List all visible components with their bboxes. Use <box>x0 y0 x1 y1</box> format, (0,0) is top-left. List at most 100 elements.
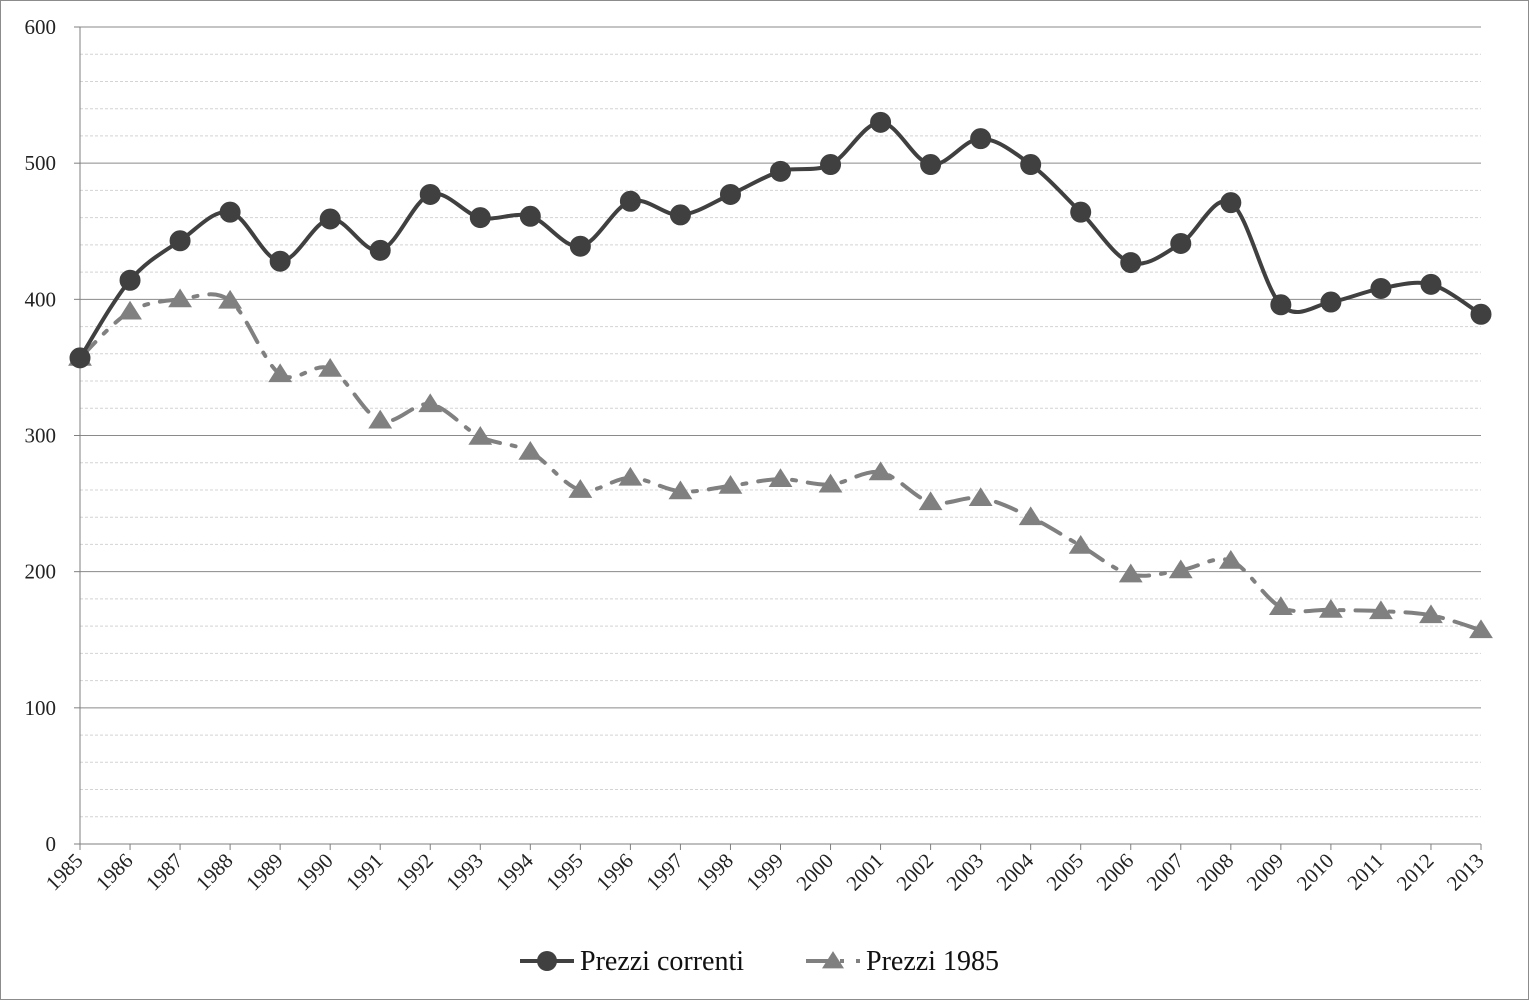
y-tick-label: 100 <box>25 696 57 720</box>
legend-label-1: Prezzi correnti <box>580 946 744 977</box>
x-tick-label: 2002 <box>891 849 938 896</box>
x-tick-label: 1995 <box>541 849 588 896</box>
data-point-triangle <box>568 479 593 498</box>
data-point-triangle <box>668 480 693 500</box>
legend: Prezzi correnti Prezzi 1985 <box>520 946 999 977</box>
x-tick-label: 1991 <box>341 849 388 896</box>
x-tick-label: 2011 <box>1342 849 1388 895</box>
data-point-triangle <box>718 475 743 494</box>
data-point-triangle <box>618 466 643 486</box>
data-point-triangle <box>1318 598 1343 618</box>
data-point-circle <box>1320 291 1342 313</box>
x-tick-label: 2012 <box>1392 849 1439 896</box>
x-tick-label: 1989 <box>241 849 288 896</box>
x-tick-label: 2006 <box>1092 849 1139 896</box>
x-tick-label: 1992 <box>391 849 438 896</box>
data-point-circle <box>1020 154 1042 176</box>
data-point-circle <box>1420 273 1442 295</box>
data-point-triangle <box>1369 600 1393 620</box>
data-point-circle <box>469 207 491 229</box>
data-point-triangle <box>868 461 893 481</box>
data-point-triangle <box>268 363 293 383</box>
data-point-circle <box>519 205 541 227</box>
grid-layer <box>80 26 1481 818</box>
data-point-triangle <box>918 491 943 511</box>
data-point-triangle <box>1268 596 1293 615</box>
data-point-triangle <box>968 487 993 507</box>
data-point-circle <box>119 269 141 291</box>
x-tick-label: 2008 <box>1192 849 1239 896</box>
x-tick-label: 1987 <box>141 849 188 896</box>
y-tick-label: 500 <box>25 151 57 175</box>
data-point-triangle <box>1018 506 1043 526</box>
data-point-triangle <box>468 426 493 445</box>
data-point-circle <box>1070 201 1092 223</box>
series-line-1 <box>78 120 1483 360</box>
legend-marker-circle <box>537 951 557 971</box>
data-point-circle <box>920 154 942 176</box>
data-point-circle <box>1120 252 1142 274</box>
y-tick-label: 200 <box>25 560 57 584</box>
x-tick-label: 1990 <box>291 849 338 896</box>
data-point-triangle <box>218 289 243 309</box>
data-point-triangle <box>318 357 343 377</box>
x-tick-label: 2004 <box>992 848 1039 895</box>
data-point-triangle <box>818 473 843 493</box>
x-tick-label: 2009 <box>1242 849 1289 896</box>
data-point-circle <box>219 201 241 223</box>
x-tick-label: 2010 <box>1292 849 1339 896</box>
x-tick-label: 1994 <box>491 848 538 895</box>
axis-layer <box>74 26 1482 850</box>
data-point-triangle <box>1469 619 1493 639</box>
x-tick-label: 1988 <box>191 849 238 896</box>
data-point-circle <box>569 235 591 257</box>
data-point-circle <box>770 160 791 182</box>
data-point-circle <box>870 111 892 133</box>
data-point-triangle <box>118 300 142 320</box>
legend-marker-triangle <box>822 951 844 969</box>
x-tick-label: 1998 <box>691 849 738 896</box>
y-tick-label: 400 <box>25 287 57 311</box>
y-tick-label: 0 <box>46 832 57 856</box>
data-point-circle <box>820 154 842 176</box>
data-point-triangle <box>1068 534 1093 554</box>
x-tick-label: 2001 <box>841 849 888 896</box>
data-point-circle <box>719 183 741 205</box>
data-point-circle <box>269 250 291 272</box>
data-point-triangle <box>1419 604 1443 624</box>
data-point-triangle <box>1118 563 1143 583</box>
x-tick-label: 2003 <box>942 849 989 896</box>
y-tick-label: 300 <box>25 424 57 448</box>
data-point-circle <box>1220 192 1242 214</box>
data-point-circle <box>669 204 691 226</box>
data-point-circle <box>1270 294 1292 316</box>
data-point-triangle <box>1168 559 1193 579</box>
legend-label-2: Prezzi 1985 <box>866 946 999 977</box>
x-tick-label: 2007 <box>1142 849 1189 896</box>
data-point-circle <box>169 230 191 252</box>
data-point-triangle <box>418 393 443 413</box>
x-tick-label: 1999 <box>741 849 788 896</box>
x-tick-label: 1986 <box>91 849 138 896</box>
series-layer <box>68 111 1493 639</box>
data-point-circle <box>970 128 992 150</box>
data-point-circle <box>1470 303 1492 325</box>
data-point-circle <box>369 239 391 261</box>
data-point-triangle <box>368 409 393 429</box>
data-point-circle <box>319 208 341 230</box>
data-point-triangle <box>1218 549 1243 569</box>
x-tick-label: 2013 <box>1442 849 1489 896</box>
data-point-circle <box>619 190 641 212</box>
x-tick-label: 2005 <box>1042 849 1089 896</box>
data-point-circle <box>69 347 91 369</box>
y-tick-label: 600 <box>25 15 57 39</box>
data-point-circle <box>1170 233 1192 255</box>
x-tick-label: 1993 <box>441 849 488 896</box>
data-point-triangle <box>168 288 192 308</box>
x-tick-label: 2000 <box>791 849 838 896</box>
data-point-circle <box>419 183 441 205</box>
x-tick-label: 1996 <box>591 849 638 896</box>
